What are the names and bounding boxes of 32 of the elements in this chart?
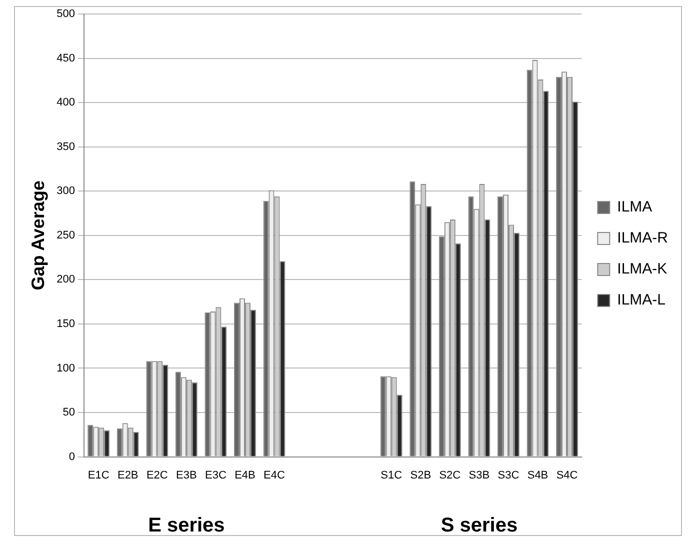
y-tick-label: 250 <box>56 229 75 242</box>
y-tick-label: 200 <box>56 274 75 286</box>
y-tick-label: 450 <box>56 52 75 64</box>
y-axis-title: Gap Average <box>28 180 48 290</box>
y-tick-label: 50 <box>62 406 75 419</box>
x-tick-label: E1C <box>88 469 110 482</box>
y-tick-label: 150 <box>56 318 75 330</box>
x-tick-label: S4C <box>556 469 578 482</box>
y-tick-label: 500 <box>56 8 75 20</box>
text: S series <box>440 514 518 537</box>
legend-label: ILMA-K <box>617 260 668 278</box>
x-tick-label: S1C <box>380 469 402 482</box>
x-tick-label: E2C <box>146 469 168 482</box>
x-tick-label: E4C <box>264 469 286 482</box>
y-tick-label: 400 <box>56 96 75 109</box>
x-tick-label: E3B <box>176 469 197 482</box>
y-tick-label: 350 <box>56 140 75 153</box>
x-tick-label: E3C <box>204 469 226 482</box>
y-tick-label: 100 <box>56 362 75 374</box>
x-tick-label: S3B <box>468 469 490 482</box>
x-tick-label: S4B <box>527 469 548 482</box>
x-tick-label: E4B <box>234 469 256 482</box>
legend-label: ILMA-L <box>617 292 666 309</box>
text: E series <box>148 514 225 537</box>
y-tick-label: 300 <box>56 185 75 198</box>
y-tick-label: 0 <box>68 450 75 463</box>
legend-label: ILMA-R <box>617 230 668 247</box>
legend-label: ILMA <box>617 198 652 216</box>
x-tick-label: S3C <box>498 469 520 482</box>
x-tick-label: S2B <box>410 469 432 482</box>
x-tick-label: E2B <box>117 469 138 482</box>
x-tick-label: S2C <box>439 469 461 482</box>
